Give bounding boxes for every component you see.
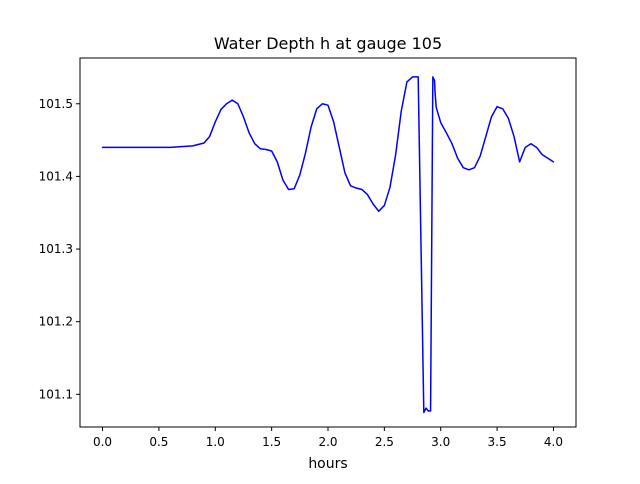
x-tick-label: 3.0 <box>431 435 450 449</box>
x-tick-label: 0.5 <box>149 435 168 449</box>
x-tick-label: 0.0 <box>93 435 112 449</box>
x-axis-label: hours <box>308 456 347 472</box>
series-line-0 <box>101 76 555 414</box>
y-tick-label: 101.1 <box>39 387 73 401</box>
y-tick-label: 101.2 <box>39 315 73 329</box>
x-tick-label: 2.0 <box>318 435 337 449</box>
x-tick-label: 3.5 <box>488 435 507 449</box>
x-tick-label: 1.0 <box>206 435 225 449</box>
x-tick-label: 2.5 <box>375 435 394 449</box>
y-tick-label: 101.5 <box>39 97 73 111</box>
chart-title: Water Depth h at gauge 105 <box>214 34 442 53</box>
y-tick-label: 101.3 <box>39 242 73 256</box>
y-tick-label: 101.4 <box>39 169 73 183</box>
x-tick-label: 1.5 <box>262 435 281 449</box>
x-tick-label: 4.0 <box>544 435 563 449</box>
axis-ticks: 0.0 0.5 1.0 1.5 2.0 2.5 3.0 3.5 4.0 101.1 101.2 101… <box>39 97 563 449</box>
plot-area <box>101 76 555 414</box>
